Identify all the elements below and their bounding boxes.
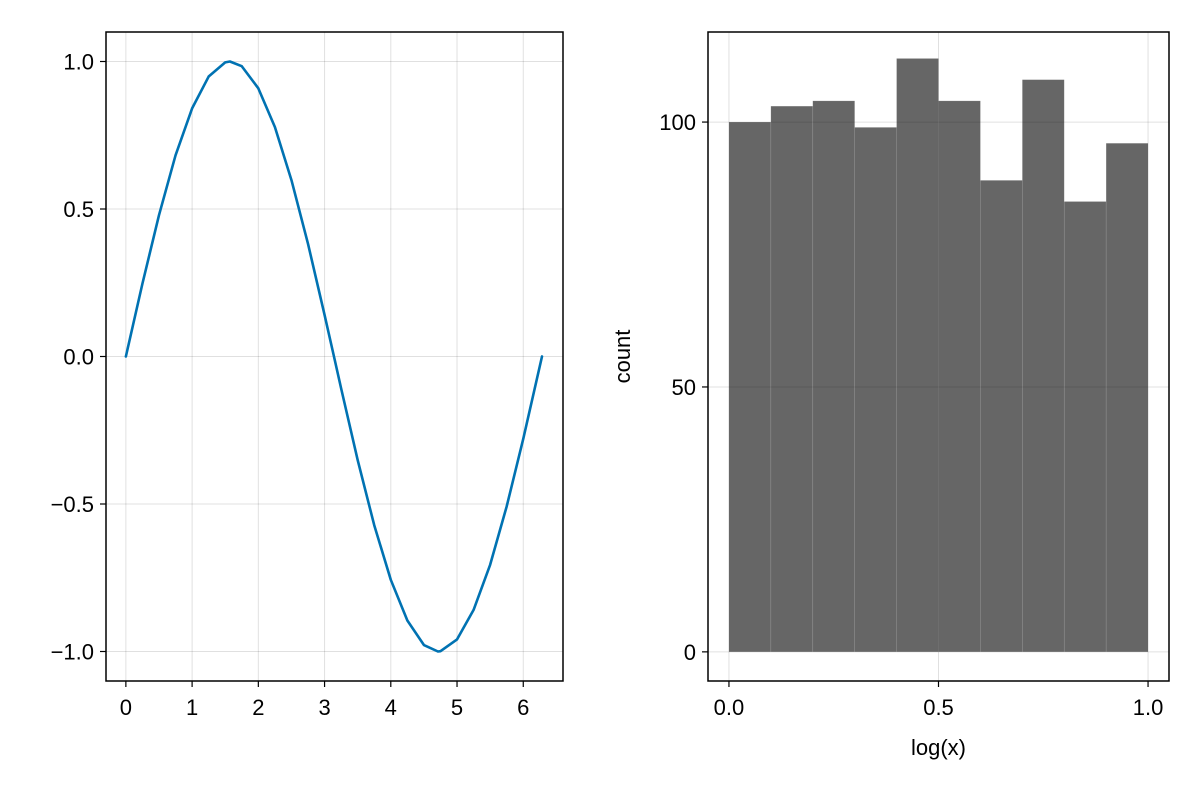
line-plot-y-tick-label: −1.0 <box>51 640 94 665</box>
histogram-y-tick-label: 50 <box>672 375 696 400</box>
sine-series-line <box>124 60 544 653</box>
histogram-bar <box>980 180 1023 653</box>
histogram-x-tick-label: 0.0 <box>714 695 745 720</box>
line-plot-marks <box>124 60 544 653</box>
histogram-ticks: 0.0 0.5 1.0 0 50 100 <box>659 110 1163 720</box>
line-plot-x-tick-label: 4 <box>385 695 397 720</box>
line-plot-y-tick-label: 1.0 <box>63 50 94 75</box>
histogram-bar <box>812 100 855 653</box>
histogram-y-axis-label: count <box>610 330 635 384</box>
line-plot-x-tick-label: 2 <box>252 695 264 720</box>
line-plot-grid <box>106 32 563 681</box>
histogram-x-tick-label: 1.0 <box>1133 695 1164 720</box>
line-plot-x-tick-label: 5 <box>451 695 463 720</box>
histogram-x-tick-label: 0.5 <box>923 695 954 720</box>
histogram-bar <box>1022 79 1065 653</box>
line-plot-x-tick-label: 1 <box>186 695 198 720</box>
histogram-y-tick-label: 0 <box>684 640 696 665</box>
histogram-bar <box>770 105 814 653</box>
line-plot-y-tick-label: −0.5 <box>51 492 94 517</box>
line-plot-x-tick-label: 3 <box>318 695 330 720</box>
line-plot-y-tick-label: 0.0 <box>63 345 94 370</box>
histogram-x-axis-label: log(x) <box>911 735 966 760</box>
histogram-bar <box>1105 142 1149 653</box>
line-plot-y-tick-label: 0.5 <box>63 197 94 222</box>
line-plot-panel: 0 1 2 3 4 5 6 −1.0 −0.5 0.0 0.5 1.0 <box>51 31 564 721</box>
histogram-panel: 0.0 0.5 1.0 0 50 100 log(x) count <box>610 31 1170 760</box>
histogram-bar <box>728 121 772 653</box>
histogram-bar <box>896 58 939 653</box>
line-plot-ticks: 0 1 2 3 4 5 6 −1.0 −0.5 0.0 0.5 1.0 <box>51 50 530 721</box>
histogram-y-tick-label: 100 <box>659 110 696 135</box>
line-plot-x-tick-label: 0 <box>120 695 132 720</box>
histogram-bar <box>1063 201 1107 653</box>
histogram-bars <box>728 58 1149 653</box>
line-plot-x-tick-label: 6 <box>517 695 529 720</box>
histogram-bar <box>938 100 981 653</box>
histogram-bar <box>854 127 897 653</box>
